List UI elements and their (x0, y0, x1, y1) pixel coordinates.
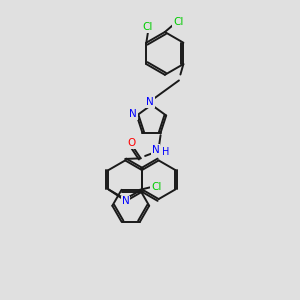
Text: N: N (146, 97, 154, 107)
Text: N: N (122, 196, 130, 206)
Text: O: O (128, 138, 136, 148)
Text: H: H (162, 146, 169, 157)
Text: Cl: Cl (142, 22, 153, 32)
Text: Cl: Cl (151, 182, 161, 192)
Text: N: N (152, 145, 159, 155)
Text: Cl: Cl (173, 16, 183, 27)
Text: N: N (129, 109, 137, 119)
